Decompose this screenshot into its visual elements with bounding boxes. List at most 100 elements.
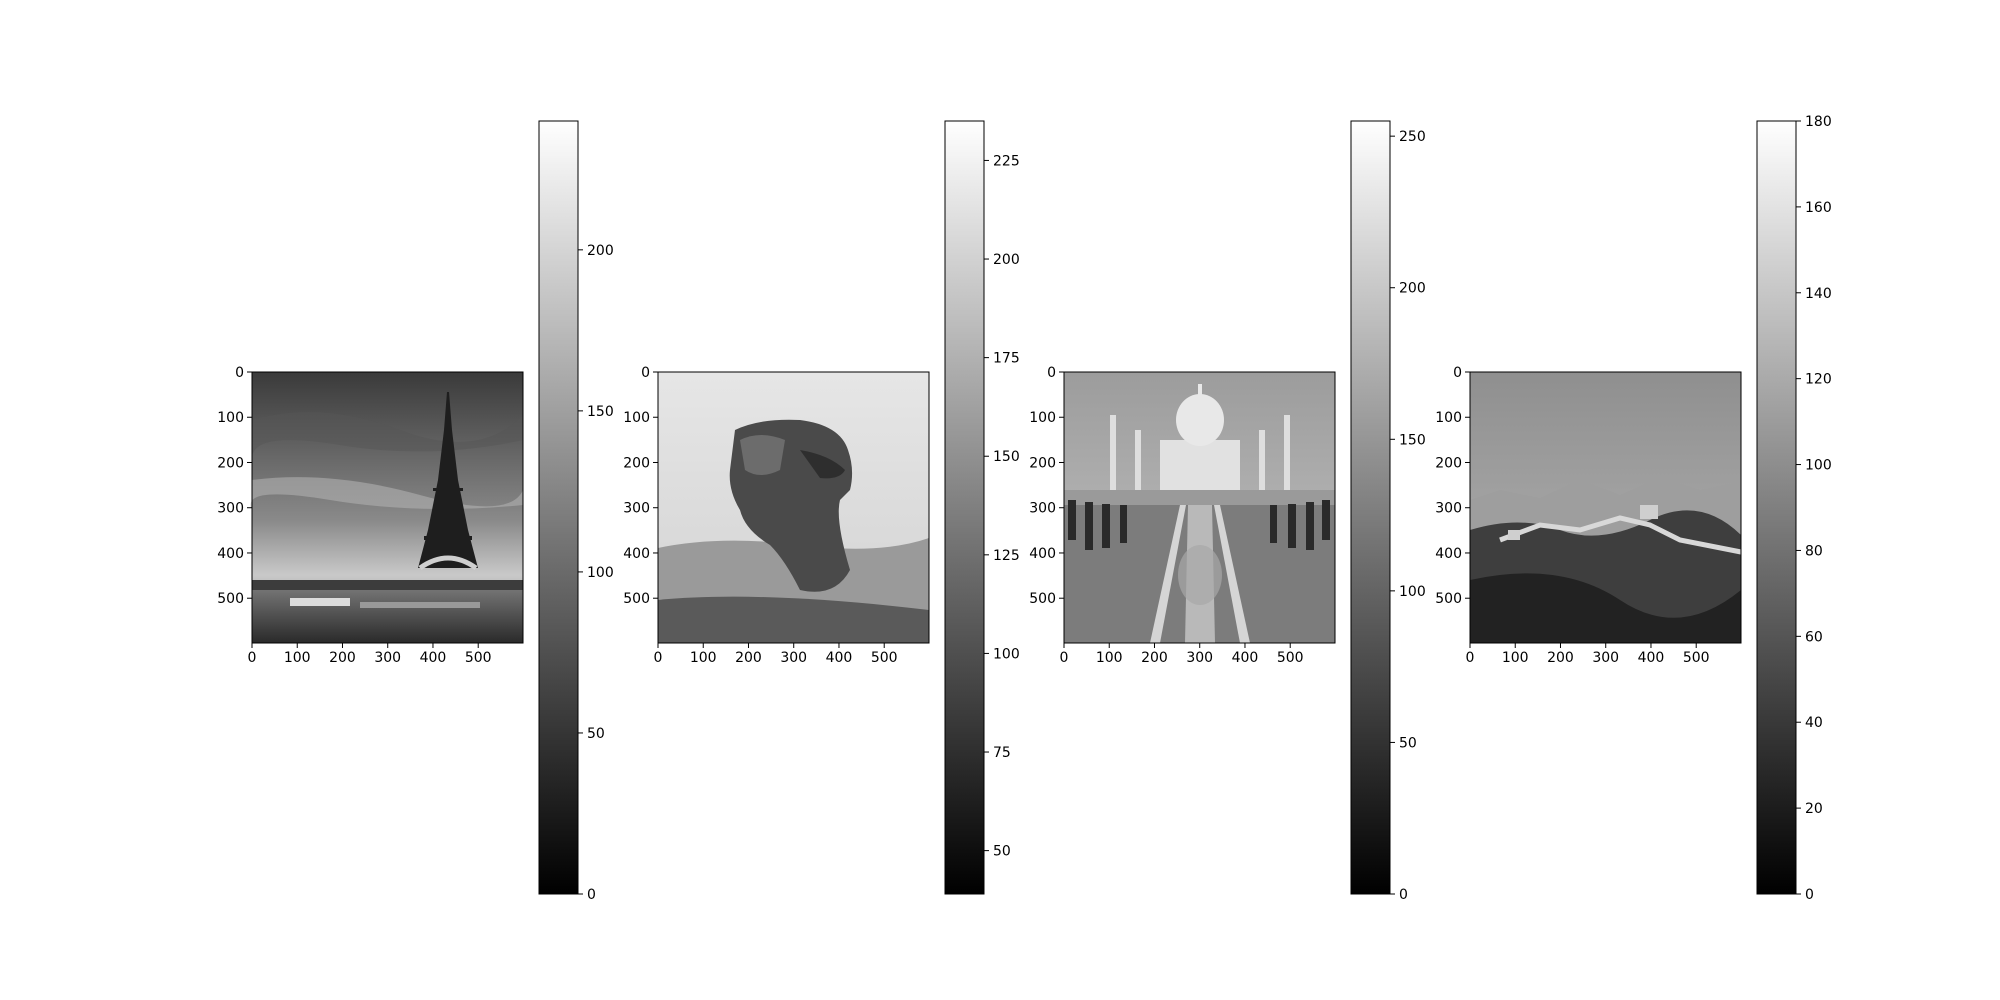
x-axis-ticks: 0 100 200 300 400 500 (1060, 643, 1304, 666)
colorbar-tick-label: 75 (993, 745, 1011, 761)
y-tick-label: 300 (623, 501, 650, 517)
colorbar-tick-label: 50 (587, 726, 605, 742)
y-axis-ticks: 0 100 200 300 400 500 (1029, 365, 1064, 607)
colorbar-tick-label: 150 (1399, 432, 1426, 448)
colorbar-tick-label: 50 (993, 844, 1011, 860)
y-tick-label: 200 (217, 455, 244, 471)
colorbar-tick-label: 150 (993, 449, 1020, 465)
colorbar-tick-label: 160 (1805, 200, 1832, 216)
colorbar-tick-label: 0 (1399, 887, 1408, 903)
y-tick-label: 200 (1435, 455, 1462, 471)
x-tick-label: 300 (374, 650, 401, 666)
y-tick-label: 400 (217, 546, 244, 562)
x-axis-ticks: 0 100 200 300 400 500 (1466, 643, 1710, 666)
x-tick-label: 400 (420, 650, 447, 666)
colorbar-tick-label: 200 (1399, 281, 1426, 297)
y-tick-label: 0 (641, 365, 650, 381)
y-axis-ticks: 0 100 200 300 400 500 (623, 365, 658, 607)
y-tick-label: 300 (1029, 501, 1056, 517)
y-tick-label: 100 (1435, 410, 1462, 426)
y-tick-label: 100 (217, 410, 244, 426)
colorbar-ticks: 0 50 100 150 200 (578, 243, 614, 903)
y-tick-label: 200 (1029, 455, 1056, 471)
colorbar-ticks: 0 50 100 150 200 250 (1390, 129, 1426, 903)
x-tick-label: 300 (1186, 650, 1213, 666)
x-tick-label: 100 (690, 650, 717, 666)
colorbar-tick-label: 100 (993, 646, 1020, 662)
photo-taj-mahal (1064, 372, 1335, 643)
image-panel-4: 0 100 200 300 400 500 0 100 200 300 400 500 0 20 40 6… (1435, 114, 1831, 903)
x-tick-label: 300 (1592, 650, 1619, 666)
colorbar-tick-label: 20 (1805, 801, 1823, 817)
image-panel-3: 0 100 200 300 400 500 0 100 200 300 400 500 0 50 100… (1029, 120, 1426, 903)
x-tick-label: 0 (654, 650, 663, 666)
colorbar-tick-label: 100 (587, 565, 614, 581)
y-axis-ticks: 0 100 200 300 400 500 (217, 365, 252, 607)
image-panel-1: 0 100 200 300 400 500 0 100 200 300 400 500 0 50 100… (217, 120, 614, 903)
colorbar-tick-label: 100 (1399, 584, 1426, 600)
y-tick-label: 300 (1435, 501, 1462, 517)
x-tick-label: 200 (735, 650, 762, 666)
y-tick-label: 500 (217, 591, 244, 607)
photo-eiffel-tower (250, 372, 523, 643)
y-tick-label: 300 (217, 501, 244, 517)
x-tick-label: 500 (871, 650, 898, 666)
x-tick-label: 400 (1638, 650, 1665, 666)
x-tick-label: 0 (1466, 650, 1475, 666)
photo-great-wall (1470, 372, 1742, 643)
image-panel-2: 0 100 200 300 400 500 0 100 200 300 400 500 50 75 10… (623, 120, 1020, 895)
photo-sphinx (658, 372, 929, 643)
x-tick-label: 500 (465, 650, 492, 666)
y-tick-label: 500 (623, 591, 650, 607)
x-tick-label: 100 (284, 650, 311, 666)
colorbar: 50 75 100 125 150 175 200 225 (944, 120, 1020, 895)
colorbar-tick-label: 225 (993, 153, 1020, 169)
colorbar-tick-label: 40 (1805, 715, 1823, 731)
x-tick-label: 200 (1141, 650, 1168, 666)
y-tick-label: 0 (1453, 365, 1462, 381)
x-tick-label: 400 (1232, 650, 1259, 666)
x-tick-label: 100 (1096, 650, 1123, 666)
colorbar-tick-label: 200 (993, 252, 1020, 268)
x-tick-label: 200 (1547, 650, 1574, 666)
x-tick-label: 200 (329, 650, 356, 666)
x-tick-label: 500 (1683, 650, 1710, 666)
colorbar-tick-label: 80 (1805, 543, 1823, 559)
x-tick-label: 0 (248, 650, 257, 666)
x-tick-label: 0 (1060, 650, 1069, 666)
colorbar-tick-label: 140 (1805, 286, 1832, 302)
colorbar: 0 20 40 60 80 100 120 140 160 180 (1756, 114, 1832, 903)
colorbar-tick-label: 175 (993, 351, 1020, 367)
colorbar-tick-label: 120 (1805, 372, 1832, 388)
y-tick-label: 400 (1435, 546, 1462, 562)
colorbar-tick-label: 250 (1399, 129, 1426, 145)
colorbar-tick-label: 100 (1805, 458, 1832, 474)
x-axis-ticks: 0 100 200 300 400 500 (248, 643, 492, 666)
colorbar-tick-label: 50 (1399, 735, 1417, 751)
colorbar-ticks: 0 20 40 60 80 100 120 140 160 180 (1796, 114, 1832, 903)
y-axis-ticks: 0 100 200 300 400 500 (1435, 365, 1470, 607)
colorbar: 0 50 100 150 200 250 (1350, 120, 1426, 903)
y-tick-label: 100 (623, 410, 650, 426)
x-tick-label: 500 (1277, 650, 1304, 666)
y-tick-label: 500 (1029, 591, 1056, 607)
colorbar-tick-label: 60 (1805, 629, 1823, 645)
x-tick-label: 400 (826, 650, 853, 666)
colorbar-ticks: 50 75 100 125 150 175 200 225 (984, 153, 1020, 860)
y-tick-label: 0 (235, 365, 244, 381)
colorbar: 0 50 100 150 200 (538, 120, 614, 903)
x-tick-label: 100 (1502, 650, 1529, 666)
y-tick-label: 0 (1047, 365, 1056, 381)
y-tick-label: 200 (623, 455, 650, 471)
colorbar-tick-label: 125 (993, 548, 1020, 564)
x-tick-label: 300 (780, 650, 807, 666)
colorbar-tick-label: 150 (587, 404, 614, 420)
colorbar-tick-label: 180 (1805, 114, 1832, 130)
x-axis-ticks: 0 100 200 300 400 500 (654, 643, 898, 666)
y-tick-label: 400 (1029, 546, 1056, 562)
colorbar-tick-label: 200 (587, 243, 614, 259)
colorbar-tick-label: 0 (1805, 887, 1814, 903)
y-tick-label: 400 (623, 546, 650, 562)
colorbar-tick-label: 0 (587, 887, 596, 903)
